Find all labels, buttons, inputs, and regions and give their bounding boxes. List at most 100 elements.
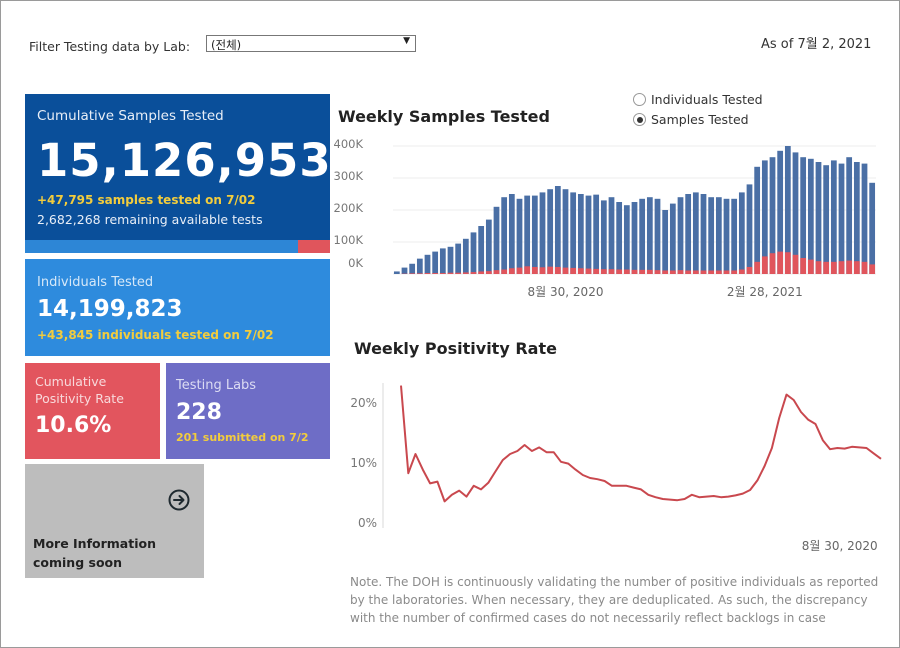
total-bar [531,195,538,274]
cumulative-samples-tile: Cumulative Samples Tested 15,126,953 +47… [25,94,331,253]
total-bar [401,267,408,274]
tile-title: Individuals Tested [37,275,154,290]
weekly-positivity-title: Weekly Positivity Rate [354,339,557,358]
positive-bar [754,261,761,274]
positive-bar [424,273,431,274]
total-bar [600,200,607,274]
total-bar [692,192,699,274]
positive-bar [493,270,500,274]
positive-bar [501,269,508,274]
total-bar [623,205,630,274]
positive-bar [738,269,745,274]
positive-bar [577,268,584,274]
positive-bar [800,258,807,274]
positivity-line [400,385,882,503]
positive-bar [792,254,799,274]
positive-bar [853,261,860,274]
positive-bar [692,270,699,274]
tile-daily-increase: +47,795 samples tested on 7/02 [37,193,256,207]
total-bar [639,198,646,274]
y-tick-label: 100K [334,233,364,247]
positive-bar [478,271,485,274]
tile-value: 14,199,823 [37,296,183,322]
lab-filter-dropdown[interactable]: (전체) ▼ [206,35,416,52]
y-tick-label: 300K [334,169,364,183]
total-bar [577,194,584,274]
radio-button[interactable] [633,93,646,106]
total-bar [570,192,577,274]
total-bar [646,197,653,274]
filter-label: Filter Testing data by Lab: [29,39,191,54]
tile-title: Testing Labs [176,378,257,393]
individuals-tested-tile: Individuals Tested 14,199,823 +43,845 in… [25,259,330,356]
positive-bar [815,261,822,274]
tile-value: 10.6% [35,413,112,438]
tile-title: More Information coming soon [33,536,156,570]
positive-bar [777,251,784,274]
positive-bar [685,270,692,274]
total-bar [830,160,837,274]
positive-bar [524,266,531,274]
total-bar [485,219,492,274]
total-bar [416,258,423,274]
positive-bar [623,269,630,274]
testing-labs-tile: Testing Labs 228 201 submitted on 7/2 [166,363,330,459]
total-bar [654,198,661,274]
total-bar [869,182,876,274]
total-bar [777,150,784,274]
positive-bar [593,268,600,274]
positive-bar [769,253,776,274]
radio-button[interactable] [633,113,646,126]
positive-bar [409,273,416,274]
total-bar [792,152,799,274]
total-bar [409,263,416,274]
chevron-down-icon: ▼ [403,36,410,46]
total-bar [455,243,462,274]
y-tick-label: 400K [334,137,364,151]
positive-bar [784,252,791,274]
positive-bar [432,273,439,274]
positive-bar [761,256,768,274]
positive-bar [669,270,676,274]
positive-bar [616,269,623,274]
positive-bar [462,272,469,274]
y-tick-label: 200K [334,201,364,215]
positive-bar [662,270,669,274]
positivity-progress-bar [25,240,330,253]
positive-bar [485,271,492,274]
more-information-tile[interactable]: More Information coming soon [25,464,204,578]
total-bar [393,271,400,274]
total-bar [470,232,477,274]
positive-bar [539,267,546,274]
positive-bar [416,273,423,274]
weekly-samples-chart: 0K 100K 200K 300K 400K 8월 30, 2020 2월 28, 2021 [334,137,876,299]
total-bar [462,238,469,274]
positive-bar [554,266,561,274]
total-bar [846,157,853,274]
radio-samples-tested[interactable]: Samples Tested [633,112,749,127]
total-bar [608,197,615,274]
y-tick-label: 20% [350,396,377,410]
positive-bar [823,261,830,274]
total-bar [754,166,761,274]
arrow-circle-right-icon[interactable] [168,489,190,511]
lab-filter-value: (전체) [211,38,242,52]
radio-individuals-tested[interactable]: Individuals Tested [633,92,763,107]
positive-bar [723,270,730,274]
weekly-samples-title: Weekly Samples Tested [338,107,550,126]
positive-bar [700,270,707,274]
positive-bar [830,261,837,274]
radio-label: Individuals Tested [651,92,763,107]
total-bar [524,195,531,274]
tile-title: Cumulative Positivity Rate [35,374,124,406]
positive-bar [838,261,845,274]
total-bar [769,157,776,274]
total-bar [685,194,692,274]
positive-bar [570,267,577,274]
positive-bar [646,269,653,274]
total-bar [562,189,569,274]
total-bar [501,197,508,274]
positive-bar [455,272,462,274]
total-bar [677,197,684,274]
positivity-rate-tile: Cumulative Positivity Rate 10.6% [25,363,160,459]
